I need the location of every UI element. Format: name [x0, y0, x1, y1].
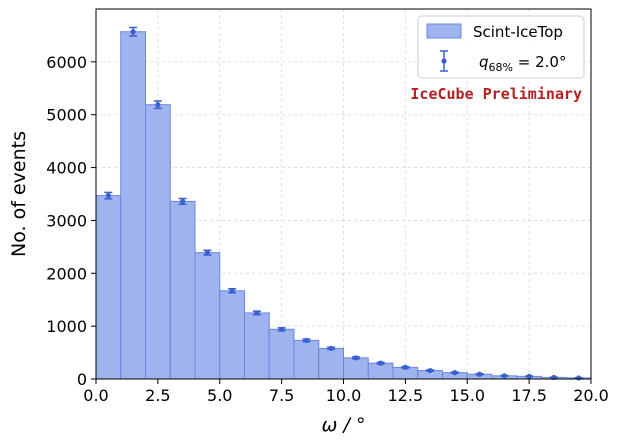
x-axis-label: ω / °: [322, 414, 366, 436]
data-point: [353, 355, 359, 361]
legend: Scint-IceTop q68% = 2.0°: [417, 15, 585, 79]
y-tick-label: 4000: [46, 159, 87, 178]
data-point: [279, 326, 285, 332]
legend-errorbar-point: [441, 58, 447, 64]
data-point: [378, 360, 384, 366]
histogram-bar: [194, 252, 221, 380]
data-point: [427, 367, 433, 374]
histogram-bar: [293, 339, 320, 380]
x-tick-label: 7.5: [269, 386, 294, 405]
data-point: [477, 371, 483, 377]
histogram-bar: [145, 104, 171, 380]
icecube-preliminary-label: IceCube Preliminary: [410, 85, 582, 103]
data-point: [452, 370, 458, 376]
histogram-bar: [343, 357, 369, 380]
legend-label-q68: q68% = 2.0°: [479, 53, 566, 74]
legend-q-value: = 2.0°: [513, 53, 566, 71]
histogram-bar: [95, 195, 122, 380]
legend-q-subscript: 68%: [489, 61, 513, 74]
y-axis-label: No. of events: [8, 131, 30, 257]
histogram-bar: [169, 200, 196, 380]
x-axis-ticks: 0.0 2.5 5.0 7.5 10.0 12.5 15.0 17.5 20.0: [83, 379, 609, 405]
legend-q-symbol: q: [479, 53, 489, 71]
y-tick-label: 3000: [46, 211, 87, 230]
x-tick-label: 20.0: [573, 386, 609, 405]
data-point: [105, 192, 111, 199]
histogram-bar: [120, 31, 146, 380]
data-point: [328, 345, 334, 351]
data-point: [303, 337, 309, 344]
histogram-bar: [268, 328, 295, 380]
data-point: [180, 198, 186, 204]
y-tick-label: 5000: [46, 106, 87, 125]
data-point: [526, 373, 532, 379]
x-tick-label: 12.5: [388, 386, 424, 405]
legend-swatch-errorbar: [440, 50, 448, 72]
error-bars: [104, 26, 583, 381]
y-tick-label: 1000: [46, 317, 87, 336]
data-point: [130, 29, 136, 35]
data-point: [204, 250, 210, 256]
x-tick-label: 2.5: [145, 386, 170, 405]
histogram-bar: [244, 312, 270, 380]
x-tick-label: 10.0: [326, 386, 362, 405]
data-point: [402, 364, 408, 370]
histogram-bar: [219, 290, 245, 380]
x-tick-label: 17.5: [511, 386, 547, 405]
data-point: [254, 310, 260, 316]
x-tick-label: 15.0: [449, 386, 485, 405]
legend-label-scint-icetop: Scint-IceTop: [473, 23, 563, 41]
histogram-bar: [318, 347, 344, 380]
y-tick-label: 0: [77, 370, 87, 389]
legend-swatch-bar: [426, 23, 462, 39]
x-tick-label: 5.0: [207, 386, 232, 405]
data-point: [501, 373, 507, 379]
x-tick-label: 0.0: [83, 386, 108, 405]
data-point: [155, 102, 161, 108]
data-point: [229, 288, 235, 294]
y-tick-label: 6000: [46, 53, 87, 72]
y-tick-label: 2000: [46, 264, 87, 283]
data-point: [576, 375, 582, 381]
y-axis-ticks: 0 1000 2000 3000 4000 5000 6000: [46, 53, 96, 389]
